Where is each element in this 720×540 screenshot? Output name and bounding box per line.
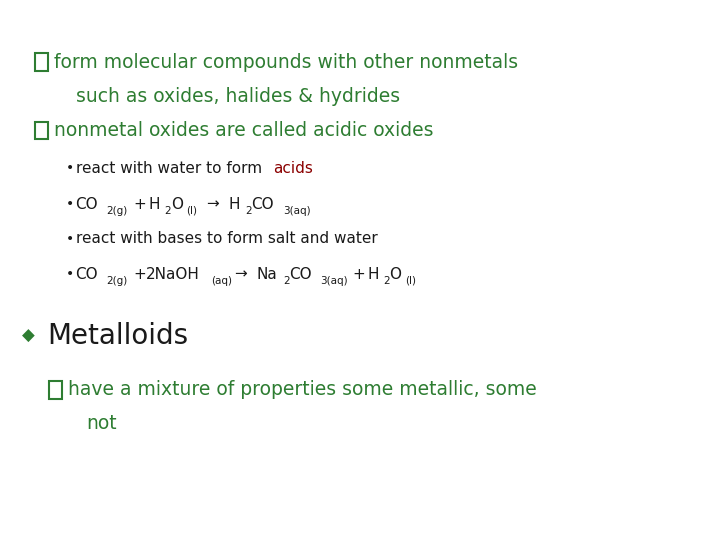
Text: react with water to form: react with water to form (76, 161, 266, 176)
Text: not: not (86, 414, 117, 434)
Text: CO: CO (289, 267, 311, 282)
Text: +: + (133, 267, 146, 282)
Text: acids: acids (274, 161, 313, 176)
Text: Metalloids: Metalloids (47, 322, 188, 350)
Text: 2NaOH: 2NaOH (145, 267, 199, 282)
Text: nonmetal oxides are called acidic oxides: nonmetal oxides are called acidic oxides (54, 121, 433, 140)
Text: 3(aq): 3(aq) (283, 206, 310, 215)
Text: form molecular compounds with other nonmetals: form molecular compounds with other nonm… (54, 52, 518, 72)
Text: have a mixture of properties some metallic, some: have a mixture of properties some metall… (68, 380, 537, 400)
Text: ◆: ◆ (22, 327, 35, 345)
Text: +: + (353, 267, 366, 282)
Text: →: → (234, 267, 247, 282)
Text: 2(g): 2(g) (107, 276, 128, 286)
Text: (l): (l) (405, 276, 415, 286)
Text: CO: CO (251, 197, 274, 212)
Text: H: H (229, 197, 240, 212)
FancyBboxPatch shape (49, 381, 62, 399)
Text: CO: CO (76, 197, 98, 212)
Text: (aq): (aq) (211, 276, 232, 286)
Text: •: • (66, 267, 74, 281)
Text: 2: 2 (164, 206, 171, 215)
Text: •: • (66, 232, 74, 246)
Text: 2: 2 (283, 276, 289, 286)
Text: 2(g): 2(g) (107, 206, 128, 215)
Text: O: O (390, 267, 402, 282)
Text: H: H (367, 267, 379, 282)
Text: •: • (66, 161, 74, 176)
Text: 2: 2 (383, 276, 390, 286)
Text: •: • (66, 197, 74, 211)
Text: CO: CO (76, 267, 98, 282)
Text: +: + (133, 197, 146, 212)
Text: H: H (148, 197, 160, 212)
Text: 2: 2 (245, 206, 251, 215)
Text: 3(aq): 3(aq) (320, 276, 347, 286)
FancyBboxPatch shape (35, 122, 48, 139)
Text: (l): (l) (186, 206, 197, 215)
Text: Na: Na (256, 267, 277, 282)
Text: such as oxides, halides & hydrides: such as oxides, halides & hydrides (76, 86, 400, 106)
Text: O: O (171, 197, 183, 212)
Text: react with bases to form salt and water: react with bases to form salt and water (76, 231, 377, 246)
Text: →: → (206, 197, 219, 212)
FancyBboxPatch shape (35, 53, 48, 71)
